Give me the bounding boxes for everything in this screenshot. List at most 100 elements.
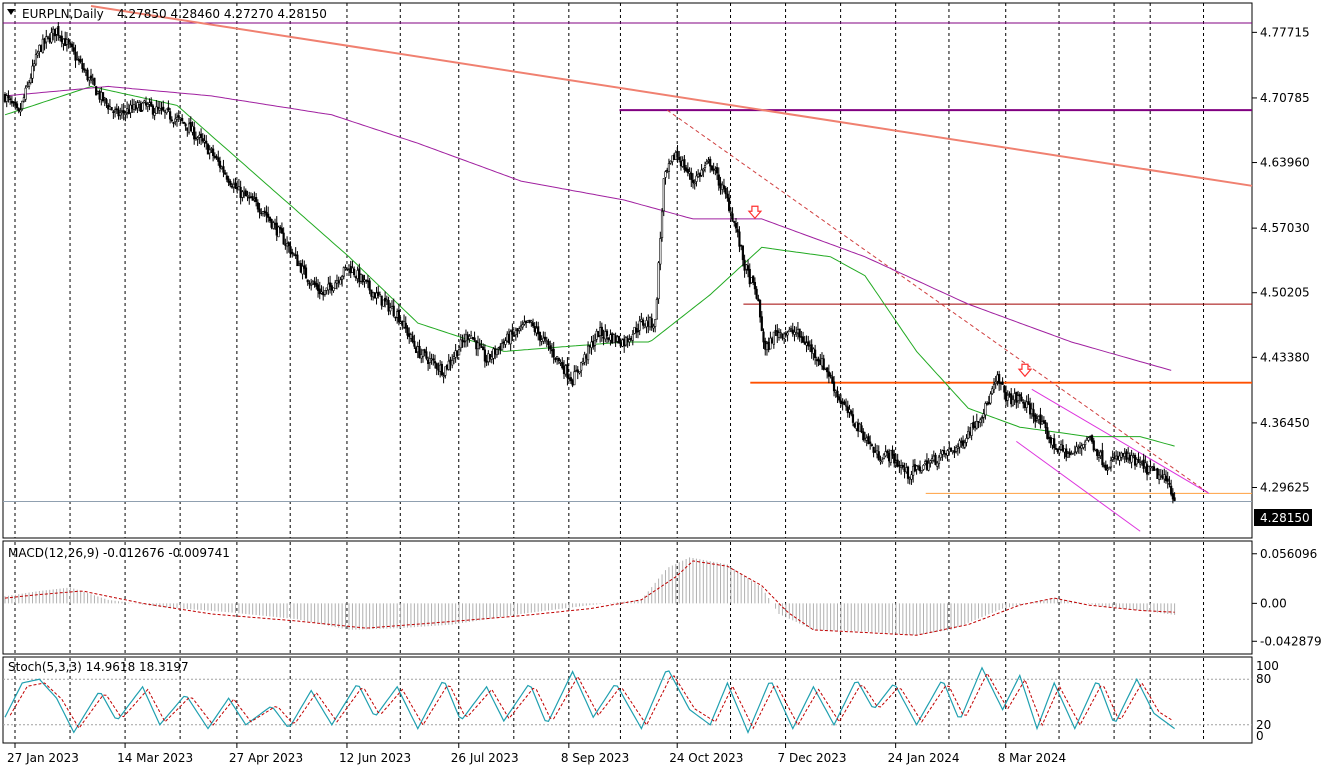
candle-body bbox=[578, 371, 581, 374]
candle-body bbox=[518, 328, 521, 331]
candle-body bbox=[949, 447, 953, 451]
candle-body bbox=[879, 460, 882, 463]
candle-body bbox=[1171, 493, 1174, 500]
candle-body bbox=[611, 333, 614, 343]
candle-body bbox=[396, 311, 399, 318]
price-chart bbox=[3, 5, 1253, 532]
candle-body bbox=[616, 336, 619, 342]
candle-body bbox=[1123, 453, 1126, 457]
candle-body bbox=[944, 453, 947, 455]
candle-body bbox=[377, 291, 380, 296]
candle-body bbox=[279, 226, 282, 230]
candle-body bbox=[996, 374, 999, 382]
candle-body bbox=[1111, 457, 1114, 460]
candle-body bbox=[43, 38, 46, 44]
y-tick-label: 4.36450 bbox=[1260, 416, 1310, 430]
candle-body bbox=[841, 401, 844, 404]
candle-body bbox=[576, 369, 579, 373]
candle-body bbox=[430, 358, 433, 361]
x-tick-label: 8 Mar 2024 bbox=[998, 751, 1066, 765]
candle-body bbox=[36, 52, 39, 56]
candle-body bbox=[1164, 475, 1168, 481]
candle-body bbox=[244, 190, 247, 197]
candle-body bbox=[796, 329, 800, 334]
candle-body bbox=[38, 44, 41, 52]
y-tick-label: 4.57030 bbox=[1260, 221, 1310, 235]
candle-body bbox=[564, 365, 567, 375]
candle-body bbox=[60, 35, 63, 43]
candle-body bbox=[600, 326, 603, 336]
stoch-label: Stoch(5,3,3) 14.9618 18.3197 bbox=[8, 660, 189, 674]
candle-body bbox=[282, 232, 285, 245]
candle-body bbox=[1139, 462, 1142, 465]
candle-body bbox=[951, 450, 954, 453]
candle-body bbox=[691, 179, 695, 183]
candle-body bbox=[150, 101, 153, 107]
candle-body bbox=[820, 358, 824, 367]
down-arrow-icon bbox=[747, 205, 763, 220]
candle-body bbox=[495, 349, 499, 356]
candle-body bbox=[776, 330, 779, 337]
candle-body bbox=[440, 363, 443, 376]
candle-body bbox=[213, 155, 216, 158]
candle-body bbox=[1046, 427, 1049, 439]
macd-signal-line bbox=[4, 560, 1175, 636]
candle-body bbox=[416, 346, 419, 353]
candle-body bbox=[900, 465, 903, 468]
candle-body bbox=[241, 191, 244, 198]
candle-body bbox=[318, 288, 321, 295]
candle-body bbox=[738, 231, 741, 247]
candle-body bbox=[750, 277, 753, 283]
candle-body bbox=[822, 358, 825, 370]
candle-body bbox=[258, 208, 261, 213]
candle-body bbox=[141, 102, 144, 111]
time-axis: 27 Jan 2023 14 Mar 2023 27 Apr 2023 12 Jun … bbox=[7, 743, 1066, 765]
candle-body bbox=[323, 290, 327, 295]
candle-body bbox=[182, 121, 185, 124]
candle-body bbox=[289, 246, 292, 255]
candle-body bbox=[645, 320, 648, 328]
candle-body bbox=[101, 92, 105, 102]
candle-body bbox=[12, 101, 15, 104]
candle-body bbox=[105, 99, 108, 104]
candle-body bbox=[1042, 420, 1045, 424]
y-tick-label: 4.50205 bbox=[1260, 286, 1310, 300]
candle-body bbox=[356, 270, 359, 279]
candle-body bbox=[406, 327, 409, 336]
candle-body bbox=[445, 364, 449, 369]
candle-body bbox=[547, 341, 550, 345]
candle-body bbox=[285, 243, 289, 247]
candle-body bbox=[681, 160, 684, 167]
candle-body bbox=[189, 122, 192, 132]
candle-body bbox=[31, 65, 34, 79]
candle-body bbox=[764, 340, 767, 350]
dropdown-triangle-icon[interactable] bbox=[7, 9, 15, 15]
candle-body bbox=[924, 461, 927, 465]
candle-body bbox=[1051, 438, 1054, 446]
candle-body bbox=[1044, 422, 1047, 429]
candle-body bbox=[898, 464, 901, 467]
candle-body bbox=[418, 345, 421, 358]
candle-body bbox=[863, 438, 867, 441]
candle-body bbox=[925, 460, 929, 470]
candle-body bbox=[19, 109, 22, 113]
candle-body bbox=[604, 331, 607, 340]
candle-body bbox=[72, 47, 75, 52]
candle-body bbox=[70, 43, 74, 48]
candle-body bbox=[193, 127, 196, 140]
candle-body bbox=[652, 325, 655, 329]
candle-body bbox=[201, 138, 204, 142]
candle-body bbox=[533, 326, 536, 332]
candle-body bbox=[597, 331, 600, 338]
candle-body bbox=[413, 340, 416, 347]
candle-body bbox=[414, 347, 418, 353]
candle-body bbox=[844, 404, 848, 407]
candle-body bbox=[979, 419, 982, 423]
candle-body bbox=[1156, 468, 1159, 479]
candle-body bbox=[298, 263, 301, 266]
candle-body bbox=[120, 110, 124, 112]
candle-body bbox=[648, 317, 652, 328]
candle-body bbox=[184, 123, 187, 127]
candle-body bbox=[1142, 459, 1145, 469]
candle-body bbox=[829, 374, 832, 377]
